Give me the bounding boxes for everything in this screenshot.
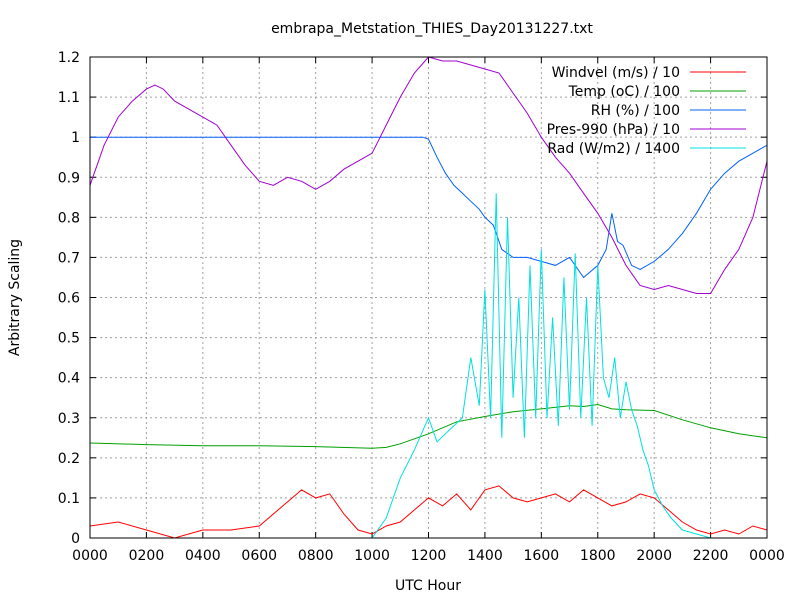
chart-title: embrapa_Metstation_THIES_Day20131227.txt <box>271 21 593 37</box>
y-tick-label: 0 <box>71 531 80 547</box>
y-tick-label: 0.8 <box>58 210 80 226</box>
y-tick-label: 0.2 <box>58 451 80 467</box>
x-tick-label: 0400 <box>185 548 221 564</box>
y-tick-label: 0.1 <box>58 491 80 507</box>
x-tick-label: 1000 <box>354 548 390 564</box>
x-tick-label: 0600 <box>241 548 277 564</box>
y-tick-label: 1.1 <box>58 90 80 106</box>
legend-label: Pres-990 (hPa) / 10 <box>547 122 680 138</box>
series-line-0 <box>89 485 768 539</box>
y-tick-label: 1.2 <box>58 50 80 66</box>
y-tick-label: 0.3 <box>58 411 80 427</box>
y-tick-label: 1 <box>71 130 80 146</box>
series-line-4 <box>90 193 767 539</box>
plot-frame <box>89 56 768 539</box>
legend-label: Rad (W/m2) / 1400 <box>547 141 680 157</box>
y-tick-label: 0.5 <box>58 331 80 347</box>
legend-label: RH (%) / 100 <box>591 103 680 119</box>
x-tick-label: 2000 <box>636 548 672 564</box>
x-tick-label: 1200 <box>411 548 447 564</box>
x-axis-label: UTC Hour <box>395 578 461 594</box>
legend-label: Temp (oC) / 100 <box>568 84 680 100</box>
x-tick-label: 1400 <box>467 548 503 564</box>
series-lines <box>89 56 768 539</box>
y-tick-label: 0.9 <box>58 170 80 186</box>
x-tick-label: 2200 <box>693 548 729 564</box>
x-tick-label: 1800 <box>580 548 616 564</box>
y-tick-label: 0.4 <box>58 371 80 387</box>
series-line-2 <box>90 136 768 279</box>
legend: Windvel (m/s) / 10 Temp (oC) / 100 RH (%) … <box>547 65 746 157</box>
x-tick-label: 0000 <box>72 548 108 564</box>
x-tick-label: 1600 <box>524 548 560 564</box>
x-tick-label: 0800 <box>298 548 334 564</box>
y-tick-label: 0.7 <box>58 250 80 266</box>
x-tick-label: 0200 <box>129 548 165 564</box>
grid <box>89 56 768 539</box>
x-tick-label: 0000 <box>749 548 785 564</box>
y-axis-label: Arbitrary Scaling <box>7 239 23 356</box>
y-tick-label: 0.6 <box>58 291 80 307</box>
legend-label: Windvel (m/s) / 10 <box>552 65 680 81</box>
tick-labels: 0 0.1 0.2 0.3 0.4 0.5 0.6 0.7 0.8 0.9 1 1.1 1.2 0000 0… <box>58 50 785 564</box>
series-line-3 <box>89 56 768 294</box>
series-line-1 <box>89 403 768 449</box>
